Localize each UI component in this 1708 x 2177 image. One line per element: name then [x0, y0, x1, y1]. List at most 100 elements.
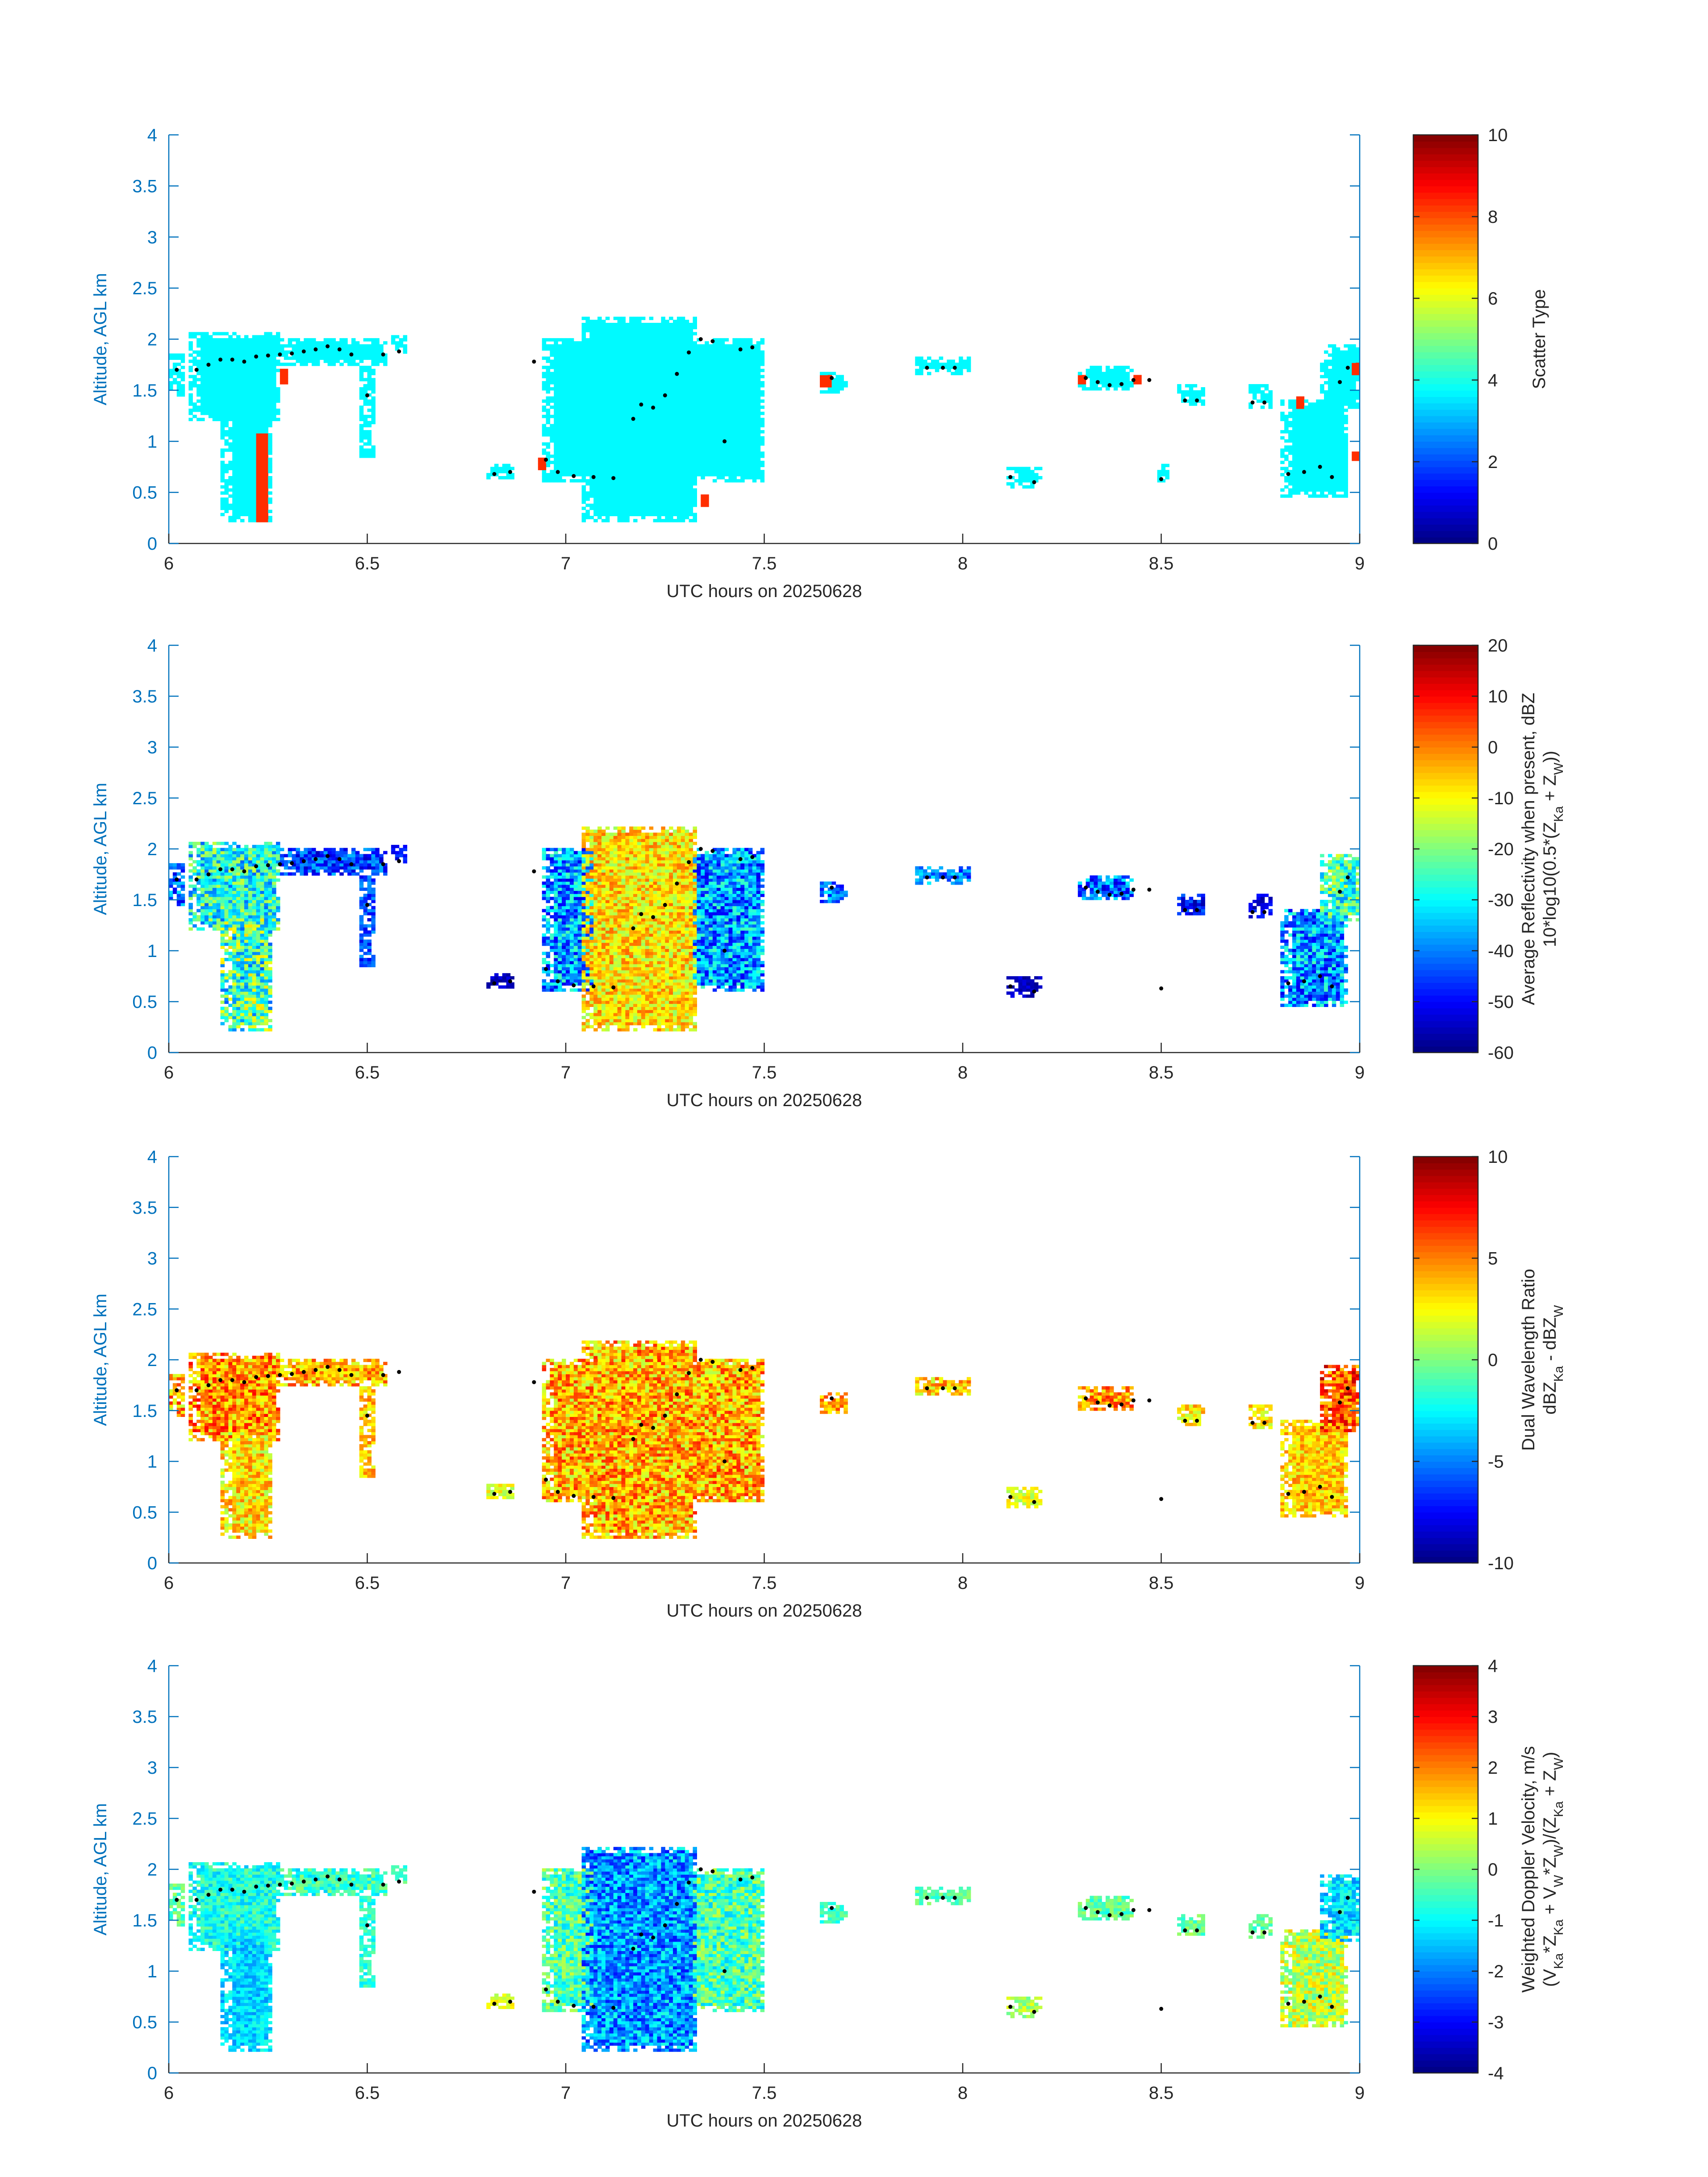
- cloud-pixel: [657, 488, 661, 492]
- cloud-pixel: [673, 414, 677, 418]
- cloud-pixel: [645, 390, 650, 394]
- cloud-pixel: [605, 473, 610, 476]
- cloud-pixel: [625, 322, 630, 326]
- cloud-pixel: [566, 350, 570, 354]
- cloud-pixel: [613, 433, 618, 437]
- cloud-pixel: [550, 347, 554, 351]
- cloud-pixel: [367, 387, 372, 391]
- cloud-pixel: [637, 513, 642, 516]
- cloud-pixel: [276, 332, 280, 335]
- cloud-pixel: [558, 430, 562, 434]
- cloud-pixel: [724, 448, 729, 452]
- cloud-pixel: [1249, 405, 1253, 409]
- cloud-pixel: [1320, 414, 1324, 418]
- cloud-pixel: [673, 356, 677, 360]
- cloud-pixel: [550, 424, 554, 427]
- cloud-pixel: [371, 421, 376, 424]
- cloud-pixel: [712, 350, 717, 354]
- cloud-pixel: [597, 457, 602, 461]
- cloud-pixel: [657, 329, 661, 333]
- cloud-pixel: [665, 329, 669, 333]
- cloud-pixel: [236, 387, 241, 391]
- cloud-pixel: [268, 338, 272, 342]
- cloud-pixel: [212, 418, 217, 422]
- cloud-pixel: [558, 347, 562, 351]
- cloud-pixel: [1082, 384, 1086, 388]
- cloud-pixel: [585, 448, 590, 452]
- cloud-pixel: [633, 402, 638, 406]
- cloud-pixel: [589, 320, 594, 323]
- cloud-pixel: [308, 338, 312, 342]
- cloud-pixel: [1288, 436, 1293, 440]
- cloud-pixel: [589, 402, 594, 406]
- cloud-pixel: [1113, 372, 1118, 376]
- cloud-pixel: [1113, 368, 1118, 372]
- cloud-pixel: [665, 448, 669, 452]
- cloud-pixel: [661, 322, 665, 326]
- cloud-pixel: [228, 356, 233, 360]
- cloud-pixel: [728, 399, 733, 403]
- cloud-pixel: [573, 442, 578, 446]
- cloud-pixel: [732, 375, 737, 379]
- cloud-pixel: [653, 467, 658, 470]
- cloud-pixel: [1010, 485, 1015, 489]
- cloud-pixel: [577, 460, 582, 464]
- cloud-pixel: [1038, 467, 1043, 470]
- cloud-pixel: [260, 467, 264, 470]
- cloud-pixel: [220, 497, 225, 501]
- cloud-pixel: [1304, 427, 1308, 430]
- cloud-pixel: [681, 390, 685, 394]
- cloud-pixel: [554, 476, 558, 480]
- cloud-pixel: [621, 375, 626, 379]
- cloud-pixel: [220, 350, 225, 354]
- cloud-pixel: [649, 510, 654, 513]
- cloud-pixel: [645, 430, 650, 434]
- cloud-pixel: [661, 341, 665, 345]
- cloud-pixel: [653, 424, 658, 427]
- cloud-pixel: [748, 390, 753, 394]
- cloud-pixel: [637, 500, 642, 504]
- cloud-pixel: [272, 338, 276, 342]
- cloud-pixel: [272, 363, 276, 366]
- cloud-pixel: [693, 482, 697, 486]
- cloud-pixel: [562, 430, 566, 434]
- cloud-pixel: [641, 347, 646, 351]
- cloud-pixel: [244, 409, 249, 412]
- cloud-pixel: [760, 381, 765, 384]
- cloud-pixel: [256, 464, 261, 468]
- cloud-pixel: [200, 368, 205, 372]
- cloud-pixel: [649, 442, 654, 446]
- cloud-pixel: [685, 445, 689, 449]
- cloud-pixel: [256, 485, 261, 489]
- cloud-pixel: [617, 375, 622, 379]
- cloud-pixel: [371, 445, 376, 449]
- cloud-pixel: [685, 366, 689, 369]
- cloud-pixel: [673, 424, 677, 427]
- cloud-pixel: [363, 414, 368, 418]
- cloud-pixel: [1324, 488, 1328, 492]
- cloud-pixel: [224, 414, 229, 418]
- cloud-pixel: [1320, 488, 1324, 492]
- cloud-pixel: [681, 457, 685, 461]
- cloud-pixel: [581, 390, 586, 394]
- cloud-pixel: [577, 451, 582, 455]
- cloud-pixel: [558, 396, 562, 400]
- cloud-pixel: [653, 338, 658, 342]
- cloud-pixel: [562, 470, 566, 473]
- cloud-pixel: [705, 430, 709, 434]
- cloud-pixel: [228, 396, 233, 400]
- cloud-pixel: [573, 356, 578, 360]
- cloud-pixel: [1312, 482, 1316, 486]
- cloud-pixel: [629, 433, 634, 437]
- cloud-pixel: [613, 467, 618, 470]
- cloud-pixel: [1125, 378, 1130, 381]
- cloud-pixel: [947, 363, 951, 366]
- cloud-pixel: [1098, 387, 1102, 391]
- cloud-pixel: [609, 488, 614, 492]
- cloud-pixel: [732, 424, 737, 427]
- cloud-pixel: [701, 421, 705, 424]
- cloud-pixel: [605, 503, 610, 507]
- cloud-pixel: [562, 439, 566, 443]
- cloud-pixel: [180, 390, 185, 394]
- cloud-pixel: [716, 387, 721, 391]
